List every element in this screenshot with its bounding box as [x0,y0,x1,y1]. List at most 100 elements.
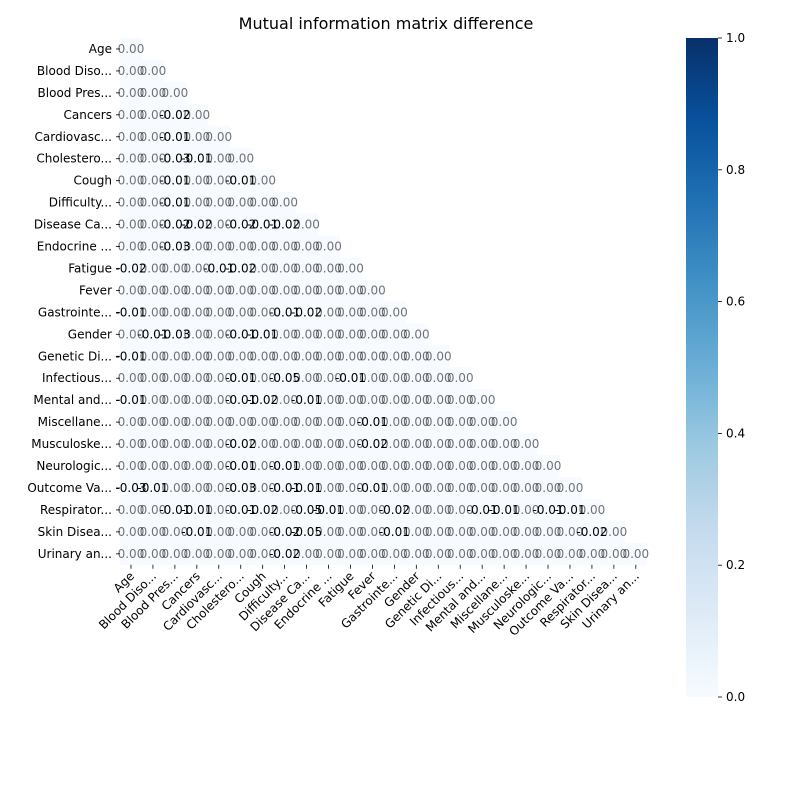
heatmap-cell [141,477,165,500]
heatmap-cell [361,389,384,412]
cell-value-label: -0.02 [269,547,300,561]
cell-value-label-faint: 0.00 [227,547,254,561]
cell-value-label: -0.01 [115,349,146,363]
heatmap-cell [493,542,516,566]
cell-value-label-faint: 0.00 [183,108,210,122]
heatmap-cell [449,411,472,434]
cell-value-label-faint: 0.00 [118,459,145,473]
heatmap-cell [383,345,406,368]
heatmap-cell [580,498,604,522]
heatmap-cell [295,323,319,346]
y-tick-label: Cancers [63,108,112,122]
cell-value-label-faint: 0.00 [403,437,430,451]
heatmap-cell [120,389,143,412]
cell-value-label-faint: 0.00 [162,305,189,319]
cell-value-label-faint: 0.00 [249,305,276,319]
cell-value-label-faint: 0.00 [140,305,167,319]
heatmap-cell [273,520,297,544]
cell-value-label-faint: 0.00 [249,174,276,188]
cell-value-label-faint: 0.00 [118,415,145,429]
heatmap-cell [185,191,209,215]
cell-value-label-faint: 0.00 [118,196,145,210]
heatmap-cell [163,498,187,522]
cell-value-label-faint: 0.00 [249,349,276,363]
cell-value-label-faint: 0.00 [293,459,320,473]
cell-value-label-faint: 0.00 [205,152,232,166]
heatmap-cell [163,455,187,478]
cell-value-label-faint: 0.00 [579,503,606,517]
cell-value-label: -0.01 [379,525,410,539]
heatmap-cell [361,455,384,478]
cell-value-label-faint: 0.00 [381,459,408,473]
y-tick-label: Cholestero... [36,152,112,166]
heatmap-cell [163,411,187,434]
heatmap-cell [185,125,209,149]
cell-value-label: -0.02 [181,218,212,232]
heatmap-cell [229,498,253,522]
y-axis-ticks: Age Blood Diso... Blood Pres... Cancers Card… [27,42,120,561]
heatmap-cell [295,235,319,258]
heatmap-cell [207,235,231,258]
heatmap-cell [141,191,165,215]
heatmap-cell [251,389,275,412]
chart-title: Mutual information matrix difference [239,14,534,33]
heatmap-cell [493,433,516,456]
cell-value-label-faint: 0.00 [601,547,628,561]
heatmap-cell [207,279,231,302]
heatmap-cell [251,169,275,193]
heatmap-cell [295,411,319,434]
heatmap-cell [185,279,209,302]
heatmap-cell [120,103,143,127]
cell-value-label-faint: 0.00 [183,305,210,319]
heatmap-cell [141,498,165,522]
heatmap-cell [273,301,297,324]
cell-value-label-faint: 0.00 [162,415,189,429]
cell-value-label-faint: 0.00 [118,218,145,232]
cell-value-label-faint: 0.00 [162,261,189,275]
cell-value-label-faint: 0.00 [227,240,254,254]
cell-value-label-faint: 0.00 [183,130,210,144]
cell-value-label-faint: 0.00 [162,459,189,473]
cell-value-label: -0.01 [532,503,563,517]
cell-value-label-faint: 0.00 [359,327,386,341]
cell-value-label-faint: 0.00 [359,371,386,385]
cell-value-label-faint: 0.00 [205,327,232,341]
heatmap-cell [185,477,209,500]
cell-value-label-faint: 0.00 [447,437,474,451]
cell-value-label-faint: 0.00 [293,547,320,561]
heatmap-cell [515,477,538,500]
heatmap-cell [339,389,362,412]
cell-value-label-faint: 0.00 [183,261,210,275]
cell-value-label-faint: 0.00 [118,240,145,254]
cell-value-label-faint: 0.00 [425,459,452,473]
heatmap-cell [317,455,340,478]
cell-value-label-faint: 0.00 [140,371,167,385]
cell-value-label-faint: 0.00 [118,525,145,539]
cell-value-label-faint: 0.00 [315,459,342,473]
cell-value-label: -0.02 [225,437,256,451]
heatmap-cell [405,433,428,456]
cell-value-label-faint: 0.00 [205,305,232,319]
heatmap-cell [120,433,143,456]
cell-value-label-faint: 0.00 [622,547,649,561]
heatmap-cell [207,323,231,346]
heatmap-cell [163,367,187,390]
cell-value-label-faint: 0.00 [381,415,408,429]
cell-value-label-faint: 0.00 [513,459,540,473]
y-tick-label: Mental and... [33,393,112,407]
cell-value-label-faint: 0.00 [183,393,210,407]
heatmap-cell [251,235,275,258]
cell-value-label-faint: 0.00 [425,481,452,495]
heatmap-cell [427,389,450,412]
heatmap-cell [339,477,362,500]
cell-value-label: -0.02 [291,305,322,319]
heatmap-cell [317,389,340,412]
cell-value-label-faint: 0.00 [205,393,232,407]
heatmap-cell [163,191,187,215]
heatmap-cell [383,477,406,500]
heatmap-cell [229,411,253,434]
heatmap-cell [449,542,472,566]
heatmap-cell [141,389,165,412]
cell-value-label-faint: 0.00 [205,349,232,363]
y-tick-label: Fever [79,283,112,297]
